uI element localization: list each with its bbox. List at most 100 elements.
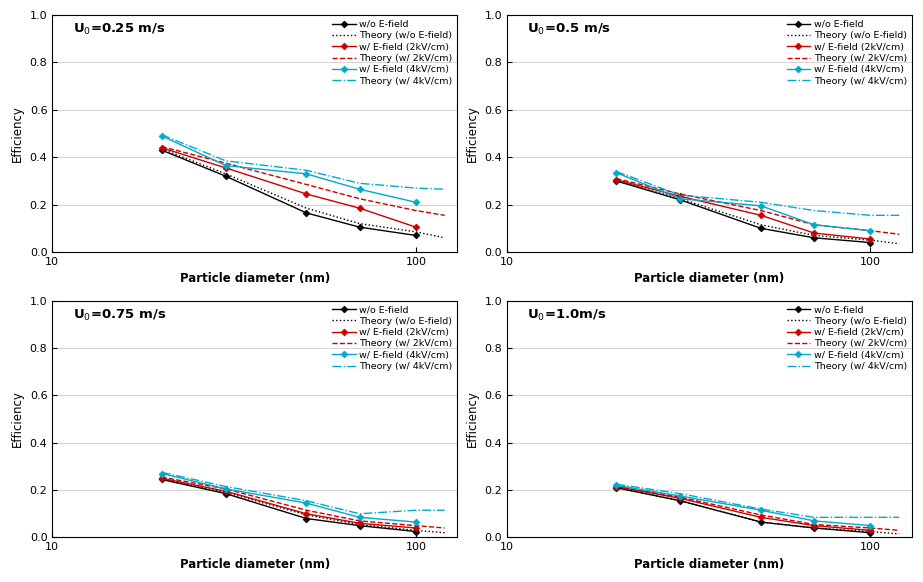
Theory (w/ 4kV/cm)	[354, 510, 366, 517]
w/ E-field (2kV/cm)	[354, 205, 366, 212]
X-axis label: Particle diameter (nm): Particle diameter (nm)	[634, 272, 785, 285]
w/o E-field	[809, 235, 820, 242]
Theory (w/ 2kV/cm)	[354, 195, 366, 202]
w/ E-field (4kV/cm)	[221, 162, 232, 169]
Theory (w/ 2kV/cm)	[893, 527, 905, 534]
Theory (w/ 2kV/cm)	[865, 227, 876, 234]
Theory (w/ 2kV/cm)	[755, 207, 766, 214]
Theory (w/ 4kV/cm)	[809, 514, 820, 521]
Line: Theory (w/o E-field): Theory (w/o E-field)	[617, 181, 899, 244]
Theory (w/o E-field)	[354, 521, 366, 528]
Text: U$_0$=1.0m/s: U$_0$=1.0m/s	[527, 308, 606, 323]
w/o E-field	[411, 528, 422, 535]
Theory (w/ 4kV/cm)	[865, 514, 876, 521]
w/ E-field (2kV/cm)	[221, 488, 232, 495]
Theory (w/ 4kV/cm)	[439, 186, 450, 193]
w/ E-field (2kV/cm)	[755, 514, 766, 521]
w/ E-field (4kV/cm)	[301, 499, 312, 506]
X-axis label: Particle diameter (nm): Particle diameter (nm)	[180, 272, 330, 285]
Line: Theory (w/ 2kV/cm): Theory (w/ 2kV/cm)	[617, 179, 899, 235]
w/ E-field (2kV/cm)	[301, 190, 312, 197]
w/o E-field	[755, 225, 766, 232]
Legend: w/o E-field, Theory (w/o E-field), w/ E-field (2kV/cm), Theory (w/ 2kV/cm), w/ E: w/o E-field, Theory (w/o E-field), w/ E-…	[785, 18, 909, 87]
w/o E-field	[675, 196, 686, 203]
Theory (w/ 2kV/cm)	[156, 143, 167, 150]
Theory (w/o E-field)	[809, 232, 820, 239]
w/ E-field (4kV/cm)	[755, 507, 766, 514]
Line: Theory (w/ 4kV/cm): Theory (w/ 4kV/cm)	[617, 172, 899, 215]
w/o E-field	[675, 497, 686, 504]
Theory (w/ 2kV/cm)	[411, 522, 422, 529]
Theory (w/o E-field)	[611, 178, 622, 184]
Line: w/o E-field: w/o E-field	[614, 179, 873, 245]
Theory (w/ 4kV/cm)	[809, 207, 820, 214]
Theory (w/ 4kV/cm)	[156, 469, 167, 476]
w/o E-field	[755, 519, 766, 526]
w/o E-field	[865, 239, 876, 246]
w/ E-field (2kV/cm)	[865, 527, 876, 534]
w/ E-field (2kV/cm)	[675, 495, 686, 502]
w/o E-field	[354, 223, 366, 230]
Theory (w/ 4kV/cm)	[893, 514, 905, 521]
Theory (w/o E-field)	[301, 205, 312, 212]
Line: w/o E-field: w/o E-field	[614, 485, 873, 535]
Theory (w/ 4kV/cm)	[221, 157, 232, 164]
w/ E-field (4kV/cm)	[156, 470, 167, 477]
Theory (w/ 2kV/cm)	[809, 221, 820, 228]
Theory (w/ 4kV/cm)	[865, 212, 876, 219]
w/o E-field	[301, 515, 312, 522]
w/ E-field (4kV/cm)	[156, 133, 167, 140]
Theory (w/ 4kV/cm)	[221, 483, 232, 490]
Theory (w/o E-field)	[675, 497, 686, 504]
Line: w/ E-field (4kV/cm): w/ E-field (4kV/cm)	[614, 483, 873, 528]
Line: w/ E-field (2kV/cm): w/ E-field (2kV/cm)	[614, 484, 873, 533]
w/ E-field (4kV/cm)	[865, 227, 876, 234]
Theory (w/ 4kV/cm)	[301, 497, 312, 504]
Y-axis label: Efficiency: Efficiency	[11, 391, 24, 448]
w/ E-field (4kV/cm)	[809, 517, 820, 524]
Line: w/ E-field (2kV/cm): w/ E-field (2kV/cm)	[160, 476, 418, 530]
Theory (w/o E-field)	[893, 530, 905, 537]
Theory (w/ 2kV/cm)	[809, 521, 820, 528]
Theory (w/o E-field)	[221, 489, 232, 496]
Theory (w/o E-field)	[354, 220, 366, 227]
Y-axis label: Efficiency: Efficiency	[466, 391, 479, 448]
Theory (w/o E-field)	[301, 512, 312, 519]
Theory (w/ 4kV/cm)	[675, 490, 686, 497]
Theory (w/o E-field)	[411, 527, 422, 534]
w/ E-field (2kV/cm)	[354, 520, 366, 527]
Theory (w/o E-field)	[675, 195, 686, 202]
Line: Theory (w/o E-field): Theory (w/o E-field)	[162, 480, 445, 533]
w/ E-field (4kV/cm)	[675, 195, 686, 202]
Line: w/o E-field: w/o E-field	[160, 477, 418, 534]
w/ E-field (4kV/cm)	[354, 514, 366, 521]
Theory (w/ 4kV/cm)	[411, 184, 422, 191]
Theory (w/ 4kV/cm)	[893, 212, 905, 219]
Line: Theory (w/o E-field): Theory (w/o E-field)	[162, 149, 445, 238]
Legend: w/o E-field, Theory (w/o E-field), w/ E-field (2kV/cm), Theory (w/ 2kV/cm), w/ E: w/o E-field, Theory (w/o E-field), w/ E-…	[785, 303, 909, 373]
Text: U$_0$=0.75 m/s: U$_0$=0.75 m/s	[73, 308, 166, 323]
w/ E-field (4kV/cm)	[675, 492, 686, 499]
Line: Theory (w/ 2kV/cm): Theory (w/ 2kV/cm)	[617, 487, 899, 530]
w/ E-field (4kV/cm)	[411, 199, 422, 206]
w/ E-field (2kV/cm)	[411, 223, 422, 230]
Theory (w/o E-field)	[411, 228, 422, 235]
w/ E-field (2kV/cm)	[221, 165, 232, 172]
w/ E-field (2kV/cm)	[675, 193, 686, 200]
w/o E-field	[156, 476, 167, 483]
w/ E-field (2kV/cm)	[809, 229, 820, 236]
w/o E-field	[809, 524, 820, 531]
Theory (w/ 4kV/cm)	[611, 481, 622, 488]
w/ E-field (4kV/cm)	[809, 221, 820, 228]
Theory (w/ 2kV/cm)	[755, 512, 766, 519]
Text: U$_0$=0.5 m/s: U$_0$=0.5 m/s	[527, 22, 611, 37]
Theory (w/o E-field)	[809, 524, 820, 531]
Theory (w/ 4kV/cm)	[755, 199, 766, 206]
Theory (w/ 4kV/cm)	[411, 507, 422, 514]
Theory (w/o E-field)	[865, 528, 876, 535]
w/ E-field (4kV/cm)	[611, 169, 622, 176]
Theory (w/o E-field)	[156, 146, 167, 152]
Theory (w/ 2kV/cm)	[611, 175, 622, 182]
Theory (w/ 2kV/cm)	[439, 524, 450, 531]
w/o E-field	[611, 484, 622, 491]
